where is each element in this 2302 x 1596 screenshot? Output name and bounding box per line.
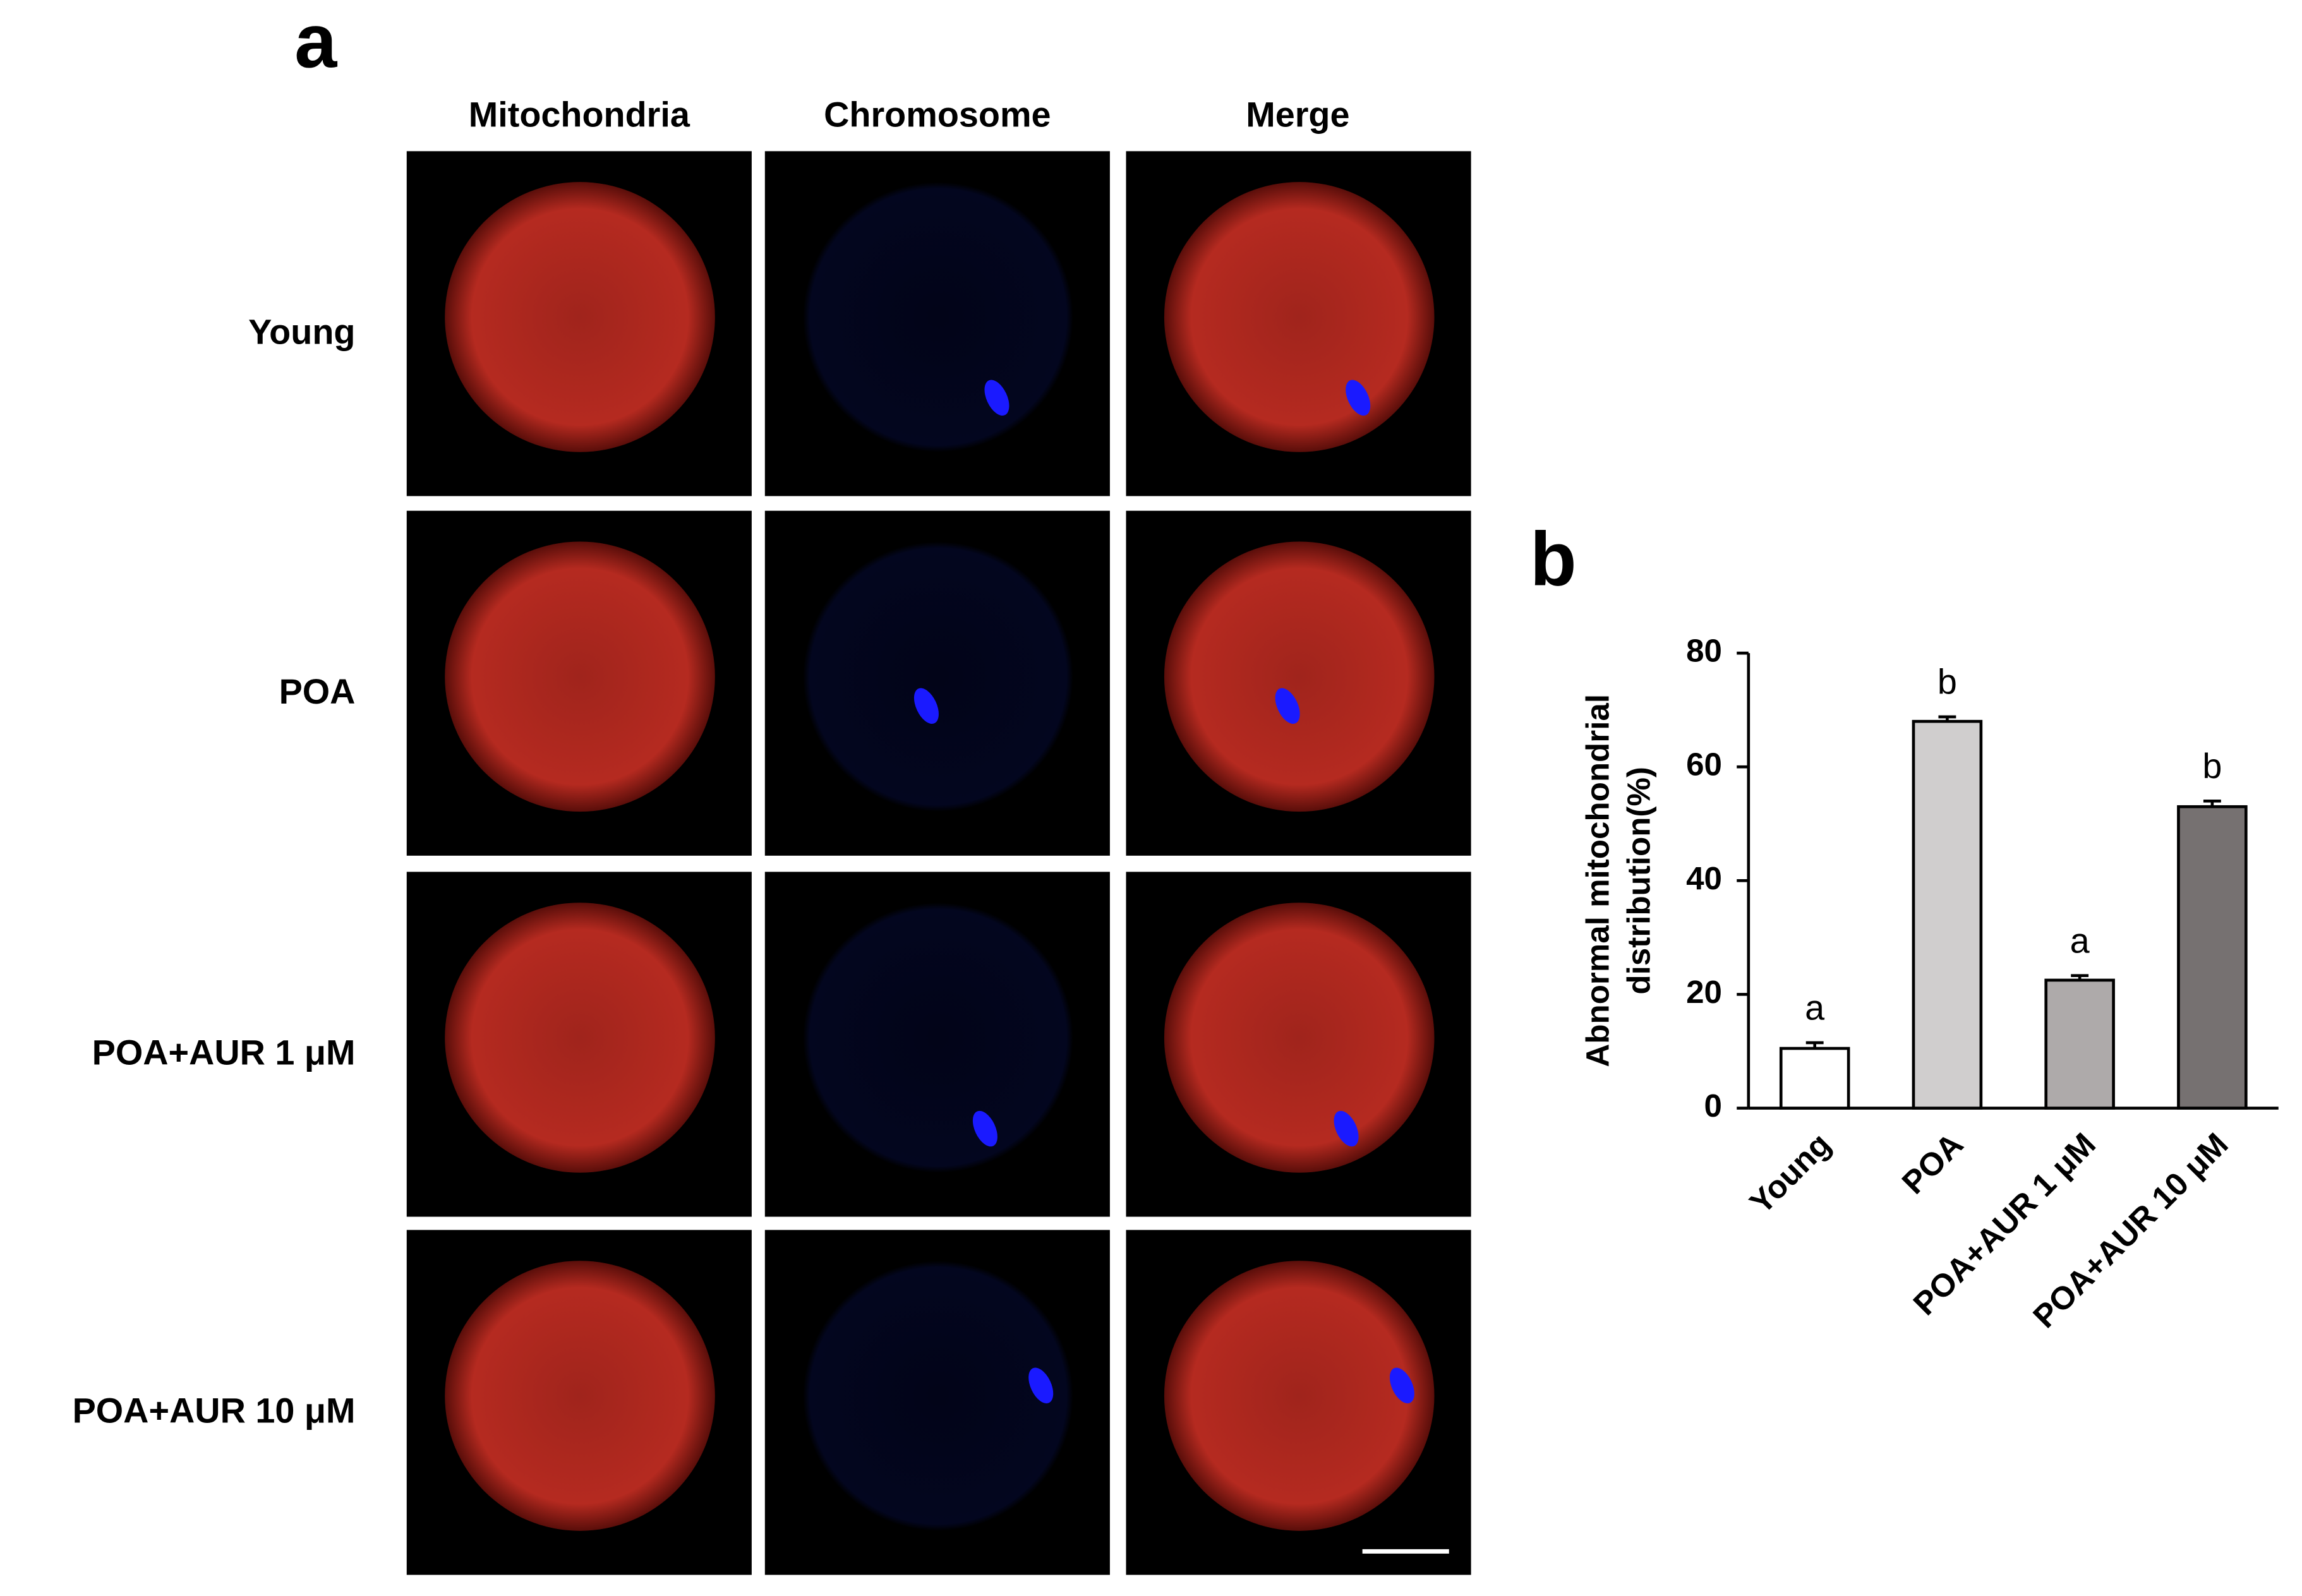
panel-label: a	[294, 0, 337, 83]
significance-letter: b	[2202, 747, 2222, 786]
y-tick-label: 40	[1686, 860, 1722, 896]
row-label: Young	[248, 313, 355, 352]
significance-letter: a	[2070, 921, 2090, 960]
oocyte	[803, 1261, 1073, 1531]
column-header: Merge	[1246, 95, 1349, 135]
significance-letter: a	[1805, 988, 1825, 1028]
row-label: POA	[279, 672, 356, 711]
chromosome	[972, 1110, 997, 1147]
chromosome	[984, 380, 1009, 416]
bar	[1779, 1047, 1850, 1110]
oocyte	[803, 182, 1073, 452]
y-tick-label: 60	[1686, 747, 1722, 783]
oocyte	[1164, 1261, 1435, 1531]
y-tick-label: 0	[1704, 1088, 1722, 1124]
oocyte	[803, 903, 1073, 1173]
bar	[1912, 719, 1983, 1110]
y-axis-title: distribution(%)	[1621, 767, 1657, 995]
y-tick-label: 20	[1686, 974, 1722, 1010]
bar	[2177, 805, 2248, 1110]
oocyte	[445, 541, 715, 812]
y-axis-title: Abnormal mitochondrial	[1580, 694, 1616, 1067]
bar	[2044, 978, 2115, 1110]
column-header: Chromosome	[824, 95, 1051, 135]
significance-letter: b	[1937, 663, 1957, 702]
oocyte	[1164, 541, 1435, 812]
panel-label: b	[1530, 517, 1577, 602]
x-tick-label: POA	[1895, 1126, 1970, 1201]
chromosome	[1275, 688, 1300, 724]
oocyte	[445, 903, 715, 1173]
chromosome	[1389, 1367, 1414, 1403]
row-label: POA+AUR 10 μM	[73, 1391, 356, 1431]
y-tick-label: 80	[1686, 633, 1722, 669]
oocyte	[445, 1261, 715, 1531]
x-tick-label: Young	[1743, 1126, 1838, 1221]
oocyte	[1164, 903, 1435, 1173]
chromosome	[1028, 1367, 1054, 1403]
chromosome	[1346, 380, 1371, 416]
oocyte	[445, 182, 715, 452]
oocyte	[803, 541, 1073, 812]
column-header: Mitochondria	[469, 95, 690, 135]
oocyte	[1164, 182, 1435, 452]
chromosome	[1334, 1110, 1359, 1147]
row-label: POA+AUR 1 μM	[92, 1033, 356, 1072]
chromosome	[913, 688, 939, 724]
